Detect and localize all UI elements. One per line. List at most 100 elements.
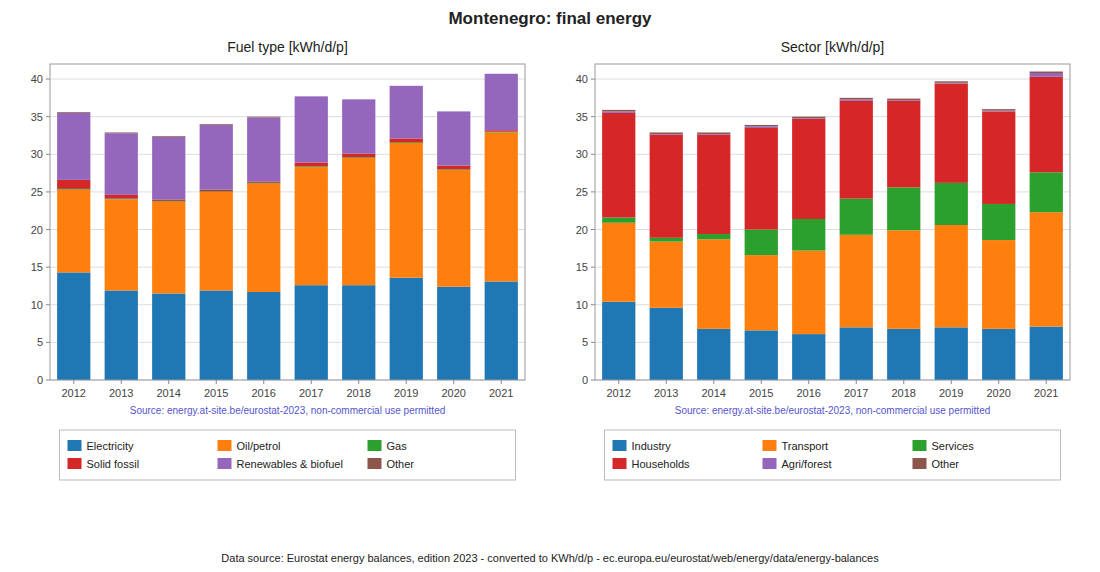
x-tick-label: 2013: [109, 387, 133, 399]
bar-segment: [697, 239, 730, 329]
x-tick: [358, 380, 359, 384]
bar-segment: [437, 166, 470, 170]
bar-segment: [437, 170, 470, 287]
bar-segment: [650, 132, 683, 134]
bar-segment: [485, 132, 518, 281]
legend-box: [605, 430, 1061, 480]
bars: [57, 74, 518, 380]
x-tick: [501, 380, 502, 384]
bar-segment: [200, 192, 233, 291]
legend-swatch: [913, 458, 927, 469]
legend-swatch: [68, 458, 82, 469]
y-tick: [46, 342, 50, 343]
bar-segment: [602, 217, 635, 222]
legend-label: Renewables & biofuel: [237, 458, 343, 470]
bar-segment: [57, 272, 90, 380]
y-tick: [591, 116, 595, 117]
x-tick-label: 2020: [442, 387, 466, 399]
x-tick: [618, 380, 619, 384]
x-tick: [856, 380, 857, 384]
chart-title: Fuel type [kWh/d/p]: [227, 39, 348, 55]
bar-segment: [342, 99, 375, 100]
bar-segment: [57, 180, 90, 189]
x-tick-label: 2019: [394, 387, 418, 399]
bar-segment: [792, 117, 825, 119]
bar-segment: [485, 73, 518, 74]
bar-segment: [982, 240, 1015, 329]
x-tick-label: 2012: [607, 387, 631, 399]
y-tick: [46, 79, 50, 80]
legend-swatch: [68, 440, 82, 451]
y-tick-label: 10: [31, 299, 43, 311]
bar-segment: [697, 329, 730, 380]
x-tick: [1046, 380, 1047, 384]
y-tick: [46, 304, 50, 305]
y-tick: [591, 229, 595, 230]
y-tick-label: 40: [576, 73, 588, 85]
bar-segment: [200, 190, 233, 192]
y-tick: [591, 154, 595, 155]
bar-segment: [887, 230, 920, 329]
bar-segment: [152, 293, 185, 380]
bar-segment: [745, 230, 778, 256]
x-tick: [453, 380, 454, 384]
bar-segment: [792, 334, 825, 380]
bar-segment: [295, 96, 328, 162]
bar-segment: [840, 199, 873, 235]
x-tick-label: 2014: [702, 387, 726, 399]
bar-segment: [105, 195, 138, 199]
grid-line: [595, 79, 1070, 80]
bar-segment: [887, 101, 920, 188]
bar-segment: [650, 238, 683, 242]
bar-segment: [390, 143, 423, 278]
y-tick-label: 40: [31, 73, 43, 85]
legend-label: Electricity: [87, 440, 135, 452]
legend-swatch: [763, 440, 777, 451]
bar-segment: [935, 84, 968, 183]
y-tick: [46, 229, 50, 230]
bar-segment: [1030, 72, 1063, 74]
y-tick-label: 15: [576, 261, 588, 273]
legend-label: Other: [932, 458, 960, 470]
bar-segment: [57, 190, 90, 273]
y-tick-label: 35: [576, 111, 588, 123]
bar-segment: [1030, 212, 1063, 326]
bar-segment: [247, 116, 280, 118]
y-tick: [591, 267, 595, 268]
x-tick-label: 2018: [892, 387, 916, 399]
bar-segment: [437, 111, 470, 165]
legend-label: Transport: [782, 440, 829, 452]
y-tick-label: 5: [582, 336, 588, 348]
bar-segment: [247, 184, 280, 292]
y-tick-label: 10: [576, 299, 588, 311]
bar-segment: [602, 302, 635, 380]
bar-segment: [247, 181, 280, 183]
x-tick-label: 2017: [299, 387, 323, 399]
legend-swatch: [613, 440, 627, 451]
bar-segment: [792, 251, 825, 335]
bar-segment: [697, 132, 730, 134]
x-tick: [73, 380, 74, 384]
bar-segment: [200, 125, 233, 190]
bar-segment: [105, 199, 138, 290]
bar-segment: [887, 329, 920, 380]
footer: Data source: Eurostat energy balances, e…: [221, 552, 879, 564]
figure-title: Montenegro: final energy: [448, 9, 652, 28]
legend-swatch: [763, 458, 777, 469]
bar-segment: [697, 135, 730, 234]
bar-segment: [437, 287, 470, 380]
legend-swatch: [218, 440, 232, 451]
bar-segment: [745, 255, 778, 330]
x-tick-label: 2018: [347, 387, 371, 399]
bar-segment: [1030, 73, 1063, 77]
annotation: Source: energy.at-site.be/eurostat-2023,…: [675, 405, 991, 416]
y-tick-label: 25: [31, 186, 43, 198]
y-tick: [591, 191, 595, 192]
bar-segment: [342, 158, 375, 285]
y-tick: [591, 342, 595, 343]
y-tick: [46, 154, 50, 155]
bar-segment: [982, 109, 1015, 111]
bar-segment: [105, 133, 138, 195]
bar-segment: [982, 204, 1015, 240]
bar-segment: [1030, 77, 1063, 173]
